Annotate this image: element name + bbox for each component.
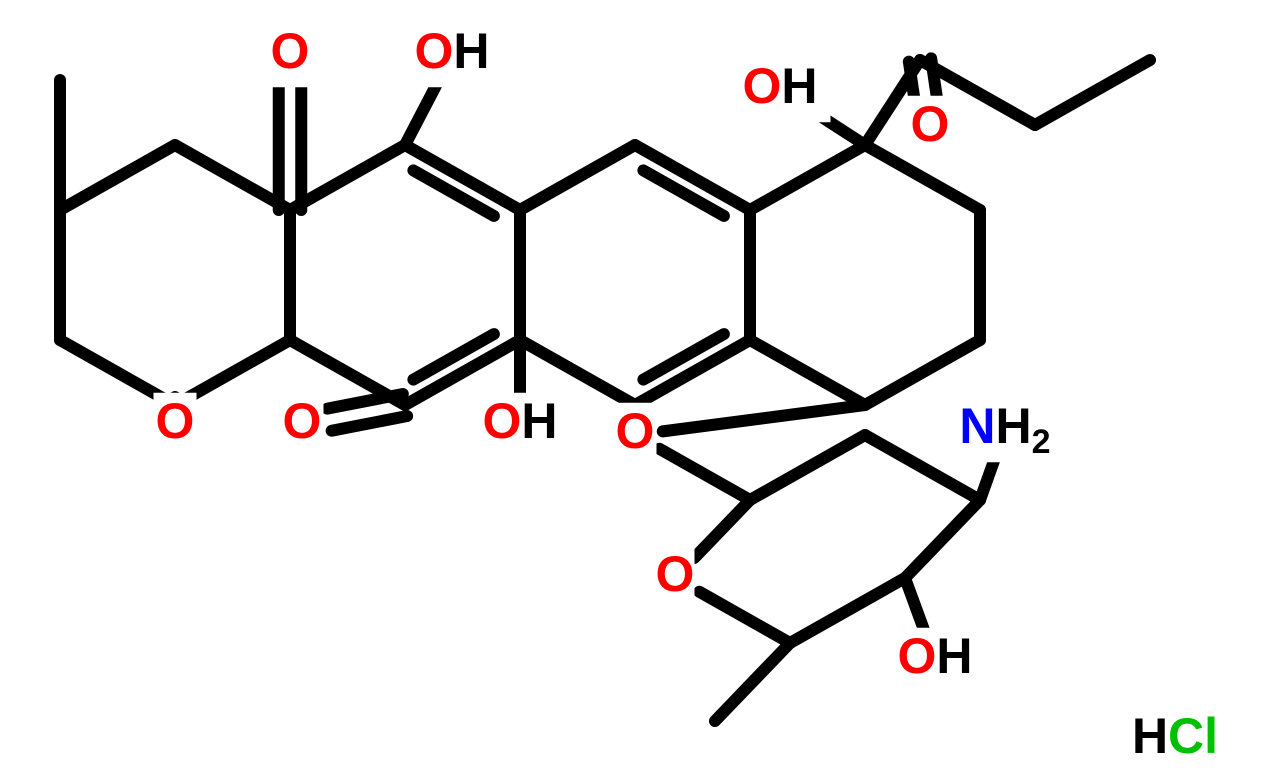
atom-O25: OH <box>742 58 817 114</box>
atom-O14: O <box>283 393 322 449</box>
salt-hcl: HCl <box>1132 708 1218 764</box>
atom-O15: OH <box>414 23 489 79</box>
atom-O38: OH <box>897 628 972 684</box>
atom-O32: O <box>656 546 695 602</box>
atom-O30: O <box>616 403 655 459</box>
atom-O27: O <box>911 96 950 152</box>
atom-O8: O <box>156 393 195 449</box>
atom-O13: O <box>271 23 310 79</box>
atom-O16: OH <box>482 393 557 449</box>
molecule-diagram: OOOOHOHOHOOONH2OHHCl <box>0 0 1275 776</box>
